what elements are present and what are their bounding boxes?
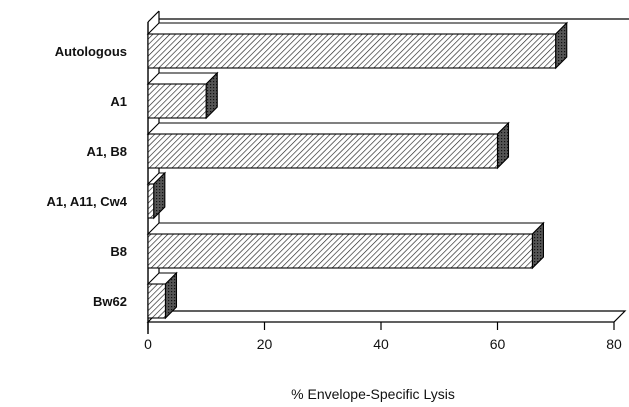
category-label: Bw62 (93, 294, 127, 309)
bar-front-face (147, 183, 155, 219)
x-tick-label: 0 (144, 336, 152, 352)
bar-top-face (146, 122, 510, 135)
bar-1 (146, 71, 219, 120)
bar-front-face (147, 33, 557, 69)
bar-front-face (147, 133, 499, 169)
bar-end-face (164, 271, 178, 320)
bar-front-face (147, 233, 534, 269)
bars-group (146, 21, 569, 320)
x-tick-label: 80 (606, 336, 622, 352)
category-label: Autologous (55, 44, 127, 59)
category-label: A1, A11, Cw4 (47, 194, 128, 209)
x-tick-label: 20 (257, 336, 273, 352)
bar-top-face (146, 222, 545, 235)
bar-5 (146, 271, 178, 320)
category-label: B8 (110, 244, 127, 259)
bar-top-face (146, 22, 569, 35)
bar-0 (146, 21, 569, 70)
bar-2 (146, 121, 510, 170)
top-corner-edge (147, 10, 160, 23)
x-axis: 0 20 40 60 80 (144, 322, 622, 352)
bar-3 (146, 171, 167, 220)
category-labels: Autologous A1 A1, B8 A1, A11, Cw4 B8 Bw62 (47, 44, 128, 309)
bar-end-face (555, 21, 568, 70)
bar-end-face (205, 71, 218, 120)
bar-end-face (531, 221, 545, 270)
bar-top-face (146, 72, 219, 85)
bar-front-face (147, 283, 167, 319)
category-label: A1, B8 (87, 144, 127, 159)
bar-end-face (153, 171, 166, 220)
bar-end-face (496, 121, 510, 170)
bar-4 (146, 221, 545, 270)
x-tick-label: 60 (490, 336, 506, 352)
bar-front-face (147, 83, 207, 119)
category-label: A1 (110, 94, 127, 109)
x-tick-label: 40 (373, 336, 389, 352)
x-axis-title: % Envelope-Specific Lysis (291, 386, 455, 402)
floor-plane (146, 310, 627, 323)
